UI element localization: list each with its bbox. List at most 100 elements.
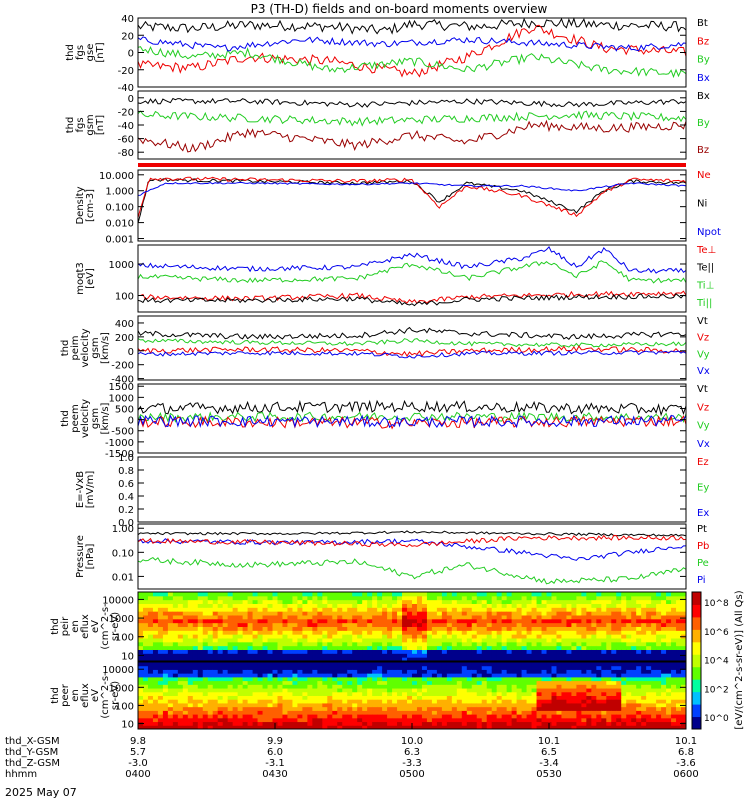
spectrogram-cell — [292, 592, 298, 597]
spectrogram-cell — [636, 669, 642, 674]
spectrogram-cell — [476, 599, 483, 604]
spectrogram-cell — [212, 618, 219, 624]
spectrogram-cell — [197, 611, 204, 616]
spectrogram-cell — [491, 699, 498, 704]
spectrogram-cell — [282, 599, 288, 604]
spectrogram-cell — [292, 702, 298, 708]
spectrogram-cell — [217, 717, 224, 723]
spectrogram-cell — [227, 611, 234, 616]
spectrogram-cell — [222, 634, 229, 639]
spectrogram-cell — [312, 653, 318, 658]
spectrogram-cell — [676, 662, 682, 667]
spectrogram-cell — [227, 603, 234, 608]
spectrogram-cell — [436, 662, 443, 667]
spectrogram-cell — [167, 702, 174, 708]
spectrogram-cell — [227, 599, 234, 604]
spectrogram-cell — [222, 645, 229, 650]
spectrogram-cell — [601, 710, 607, 715]
spectrogram-cell — [606, 615, 612, 620]
spectrogram-cell — [207, 638, 214, 643]
spectrogram-cell — [172, 702, 179, 708]
spectrogram-cell — [571, 607, 577, 612]
spectrogram-cell — [172, 665, 179, 670]
spectrogram-cell — [242, 615, 249, 620]
spectrogram-cell — [646, 725, 652, 730]
spectrogram-cell — [412, 695, 418, 700]
spectrogram-cell — [441, 706, 448, 711]
spectrogram-cell — [556, 699, 562, 704]
spectrogram-cell — [481, 706, 488, 711]
spectrogram-cell — [476, 669, 483, 674]
spectrogram-cell — [162, 665, 169, 670]
spectrogram-cell — [601, 645, 607, 650]
spectrogram-cell — [506, 630, 513, 635]
spectrogram-cell — [272, 714, 278, 719]
spectrogram-cell — [277, 676, 283, 682]
spectrogram-cell — [412, 691, 418, 696]
spectrogram-cell — [382, 673, 388, 678]
spectrogram-cell — [641, 665, 647, 670]
spectrogram-cell — [461, 630, 468, 635]
spectrogram-cell — [257, 669, 264, 674]
spectrogram-cell — [571, 676, 577, 682]
spectrogram-cell — [621, 618, 627, 624]
spectrogram-cell — [501, 603, 508, 608]
spectrogram-cell — [541, 634, 548, 639]
y-tick-label: 20 — [121, 31, 134, 42]
spectrogram-cell — [172, 595, 179, 601]
spectrogram-cell — [182, 691, 189, 696]
spectrogram-cell — [661, 662, 667, 667]
spectrogram-cell — [312, 592, 318, 597]
spectrogram-cell — [367, 699, 373, 704]
spectrogram-cell — [277, 607, 283, 612]
spectrogram-cell — [312, 618, 318, 624]
spectrogram-cell — [511, 607, 518, 612]
spectrogram-cell — [242, 618, 249, 624]
spectrogram-cell — [362, 691, 368, 696]
legend-entry: Pt — [697, 524, 707, 535]
spectrogram-cell — [576, 725, 582, 730]
spectrogram-cell — [506, 717, 513, 723]
spectrogram-cell — [392, 669, 398, 674]
spectrogram-cell — [426, 680, 433, 685]
spectrogram-cell — [152, 603, 159, 608]
spectrogram-cell — [392, 657, 398, 662]
spectrogram-cell — [446, 599, 453, 604]
spectrogram-cell — [496, 684, 503, 689]
spectrogram-cell — [541, 626, 548, 631]
spectrogram-cell — [187, 688, 194, 693]
spectrogram-cell — [257, 662, 264, 667]
spectrogram-cell — [661, 717, 667, 723]
spectrogram-cell — [372, 649, 378, 654]
spectrogram-cell — [257, 645, 264, 650]
spectrogram-cell — [671, 662, 677, 667]
spectrogram-cell — [187, 710, 194, 715]
spectrogram-cell — [142, 721, 149, 726]
spectrogram-cell — [556, 630, 562, 635]
spectrogram-cell — [481, 592, 488, 597]
spectrogram-cell — [167, 618, 174, 624]
spectrogram-cell — [312, 611, 318, 616]
spectrogram-cell — [646, 714, 652, 719]
spectrogram-cell — [257, 706, 264, 711]
spectrogram-cell — [362, 638, 368, 643]
spectrogram-cell — [536, 695, 543, 700]
spectrogram-cell — [357, 607, 363, 612]
spectrogram-cell — [431, 599, 438, 604]
spectrogram-cell — [397, 695, 403, 700]
spectrogram-cell — [446, 676, 453, 682]
spectrogram-cell — [426, 706, 433, 711]
spectrogram-cell — [491, 680, 498, 685]
spectrogram-cell — [576, 695, 582, 700]
spectrogram-cell — [222, 653, 229, 658]
spectrogram-cell — [636, 714, 642, 719]
spectrogram-cell — [511, 657, 518, 662]
spectrogram-cell — [377, 684, 383, 689]
spectrogram-cell — [377, 710, 383, 715]
spectrogram-cell — [372, 641, 378, 647]
spectrogram-cell — [461, 721, 468, 726]
spectrogram-cell — [571, 603, 577, 608]
spectrogram-cell — [342, 691, 348, 696]
spectrogram-cell — [407, 634, 413, 639]
spectrogram-cell — [252, 603, 259, 608]
